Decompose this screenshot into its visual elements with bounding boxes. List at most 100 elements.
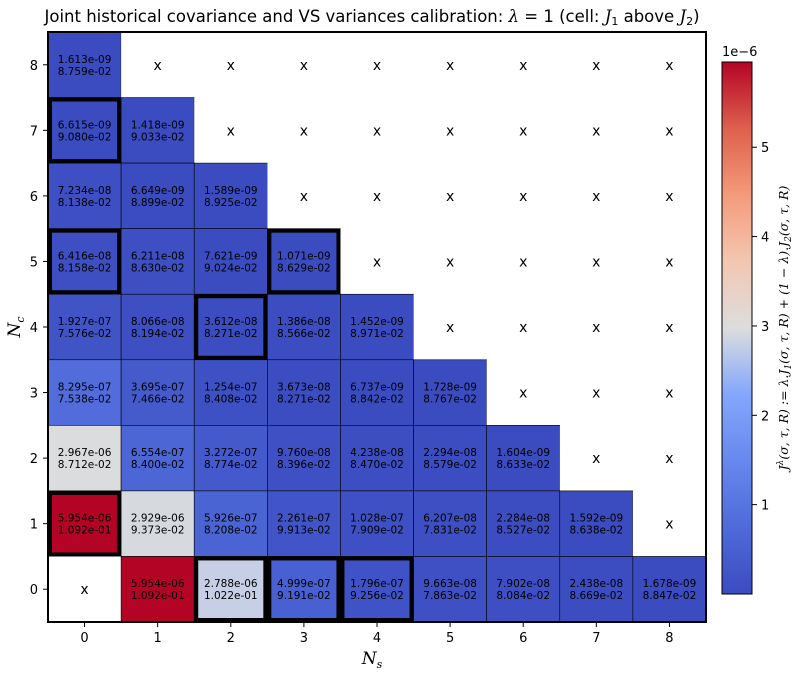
cell-j1-label: 3.612e-08: [204, 316, 258, 328]
empty-cell: [194, 97, 268, 164]
missing-marker: x: [592, 189, 600, 205]
cell-j1-label: 1.028e-07: [350, 513, 404, 525]
cell-j2-label: 8.669e-02: [569, 590, 623, 602]
y-tick-label: 8: [30, 59, 38, 74]
empty-cell: [559, 228, 633, 295]
missing-marker: x: [519, 123, 527, 139]
heatmap-cell: [267, 359, 341, 426]
empty-cell: [559, 294, 633, 360]
cell-j2-label: 8.408e-02: [204, 394, 258, 406]
chart-title: Joint historical covariance and VS varia…: [44, 7, 700, 28]
cell-j1-label: 2.284e-08: [496, 513, 550, 525]
cell-j2-label: 9.024e-02: [204, 262, 258, 274]
heatmap-cells: 1.613e-098.759e-02 x x x x x x x x 6.615e-099.080…: [47, 31, 707, 623]
x-tick-label: 4: [373, 631, 381, 646]
cell-j2-label: 8.925e-02: [204, 197, 258, 209]
empty-cell: [267, 97, 341, 164]
cell-j2-label: 8.158e-02: [58, 262, 112, 274]
empty-cell: [194, 32, 268, 98]
y-tick-label: 7: [30, 124, 38, 139]
x-tick-label: 0: [80, 631, 88, 646]
cell-j1-label: 4.238e-08: [350, 447, 404, 459]
empty-cell: [486, 97, 560, 164]
cell-j2-label: 8.470e-02: [350, 459, 404, 471]
heatmap-cell: [340, 425, 414, 492]
cell-j1-label: 1.386e-08: [277, 316, 331, 328]
empty-cell: [559, 32, 633, 98]
heatmap-cell: [193, 228, 268, 295]
heatmap-cell: [47, 228, 122, 295]
heatmap-cell: [120, 490, 195, 557]
cell-j1-label: 6.554e-07: [131, 447, 185, 459]
missing-marker: x: [300, 58, 308, 74]
cell-j2-label: 7.831e-02: [423, 525, 477, 537]
x-tick-label: 7: [592, 631, 600, 646]
empty-cell: [413, 294, 487, 360]
cell-j1-label: 1.452e-09: [350, 316, 404, 328]
y-tick-label: 4: [30, 321, 38, 336]
missing-marker: x: [446, 58, 454, 74]
cell-j2-label: 9.191e-02: [277, 590, 331, 602]
colorbar-scale-label: 1e−6: [722, 45, 757, 60]
x-tick-label: 2: [227, 631, 235, 646]
cell-j1-label: 6.649e-09: [131, 185, 185, 197]
cell-j2-label: 8.842e-02: [350, 394, 404, 406]
missing-marker: x: [592, 320, 600, 336]
heatmap-cell: [193, 490, 268, 557]
cell-j1-label: 2.261e-07: [277, 513, 331, 525]
heatmap-cell: [47, 97, 122, 164]
cell-j1-label: 2.788e-06: [204, 578, 258, 590]
cell-j1-label: 7.234e-08: [58, 185, 112, 197]
highlight-borders: [48, 97, 414, 623]
cell-j1-label: 5.926e-07: [204, 513, 258, 525]
cell-j2-label: 9.373e-02: [131, 525, 185, 537]
empty-cell: [267, 32, 341, 98]
empty-cell: [340, 97, 414, 164]
colorbar-tick-label: 5: [761, 141, 769, 156]
x-tick-label: 3: [300, 631, 308, 646]
missing-marker: x: [592, 254, 600, 270]
heatmap-cell: [486, 490, 561, 557]
cell-j1-label: 1.254e-07: [204, 382, 258, 394]
cell-j2-label: 9.913e-02: [277, 525, 331, 537]
cell-j1-label: 6.615e-09: [58, 119, 112, 131]
cell-j2-label: 8.847e-02: [643, 590, 697, 602]
heatmap-cell: [486, 425, 561, 492]
cell-j1-label: 7.621e-09: [204, 250, 258, 262]
highlight-border: [48, 97, 122, 164]
cell-j2-label: 7.466e-02: [131, 394, 185, 406]
cell-j1-label: 1.796e-07: [350, 578, 404, 590]
empty-cell: [413, 97, 487, 164]
cell-j1-label: 1.613e-09: [58, 54, 112, 66]
cell-j2-label: 9.033e-02: [131, 131, 185, 143]
missing-marker: x: [154, 58, 162, 74]
x-tick-label: 1: [154, 631, 162, 646]
missing-marker: x: [592, 123, 600, 139]
cell-j1-label: 6.737e-09: [350, 382, 404, 394]
cell-j1-label: 1.728e-09: [423, 382, 477, 394]
cell-j2-label: 1.092e-01: [131, 590, 185, 602]
cell-j2-label: 9.256e-02: [350, 590, 404, 602]
cell-j1-label: 2.294e-08: [423, 447, 477, 459]
cell-j1-label: 9.663e-08: [423, 578, 477, 590]
highlight-border: [267, 556, 341, 623]
x-tick-label: 6: [519, 631, 527, 646]
empty-cell: [559, 425, 633, 491]
missing-marker: x: [373, 254, 381, 270]
cell-j2-label: 8.971e-02: [350, 328, 404, 340]
empty-cell: [632, 490, 706, 557]
cell-j2-label: 7.576e-02: [58, 328, 112, 340]
x-tick-labels: 0 1 2 3 4 5 6 7 8: [80, 622, 674, 646]
colorbar-tick-label: 4: [761, 231, 769, 246]
empty-cell: [486, 228, 560, 295]
empty-cell: [121, 32, 195, 98]
missing-marker: x: [446, 320, 454, 336]
heatmap-cell: [340, 359, 414, 426]
cell-j1-label: 1.418e-09: [131, 119, 185, 131]
missing-marker: x: [592, 386, 600, 402]
heatmap-cell: [340, 556, 414, 623]
cell-j2-label: 8.194e-02: [131, 328, 185, 340]
missing-marker: x: [300, 189, 308, 205]
cell-j1-label: 8.295e-07: [58, 382, 112, 394]
